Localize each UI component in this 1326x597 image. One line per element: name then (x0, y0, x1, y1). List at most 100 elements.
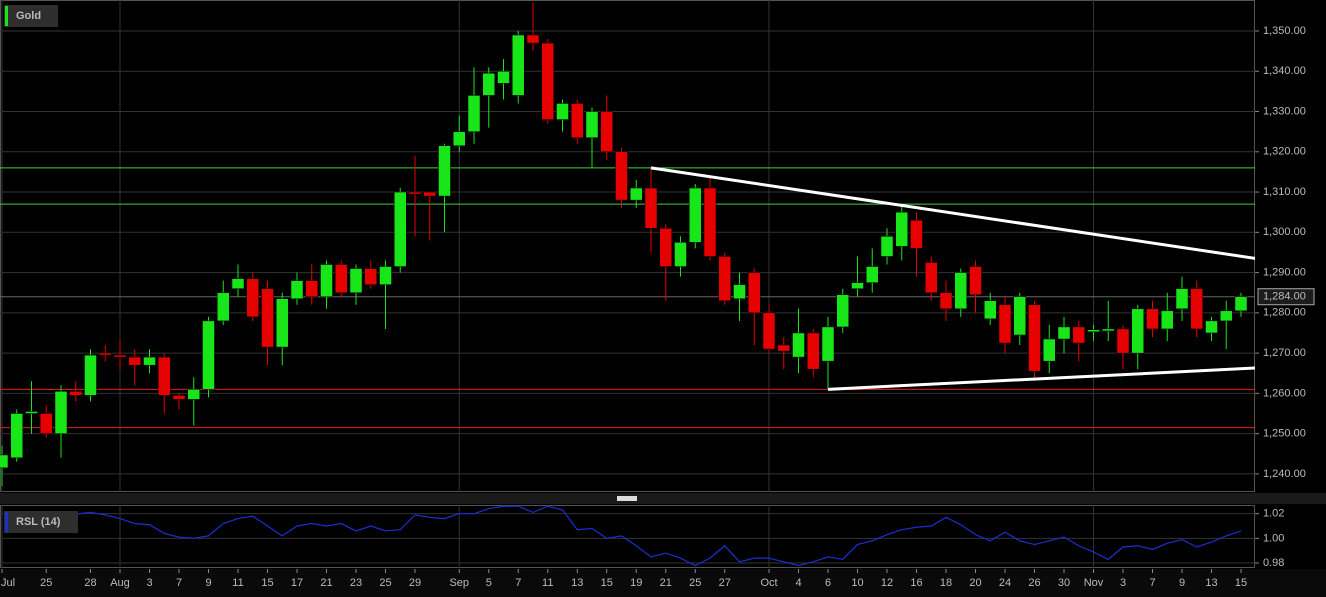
title-marker (5, 6, 8, 26)
candle-body (600, 111, 613, 153)
last-price-label: 1,284.00 (1263, 291, 1306, 303)
x-axis-area (0, 569, 1326, 597)
candle-body (128, 356, 141, 366)
title-marker (5, 512, 8, 532)
x-tick-label: 9 (1179, 577, 1185, 589)
candle-body (674, 242, 687, 267)
candle-body (792, 332, 805, 358)
candle-body (335, 264, 348, 293)
x-tick-label: 3 (1120, 577, 1126, 589)
rsl-line (75, 505, 1242, 567)
candle-body (0, 454, 9, 469)
candle-body (984, 300, 997, 320)
x-tick-label: 6 (825, 577, 831, 589)
y-tick-label: 1,340.00 (1263, 65, 1306, 77)
candle-body (969, 266, 982, 295)
candle-body (408, 191, 422, 195)
y-tick-label: 1,250.00 (1263, 428, 1306, 440)
candle-body (1087, 329, 1100, 333)
x-tick-label: Sep (449, 577, 469, 589)
candle-body (1234, 296, 1248, 312)
x-tick-label: 13 (1205, 577, 1217, 589)
x-tick-label: 5 (486, 577, 492, 589)
candle-body (320, 264, 333, 297)
candle-body (585, 111, 599, 138)
y-tick-label: 1.02 (1263, 508, 1284, 520)
candle-body (379, 266, 392, 285)
candle-body (246, 278, 259, 318)
x-tick-label: 3 (146, 577, 152, 589)
x-tick-label: 25 (40, 577, 52, 589)
candle-body (866, 266, 879, 283)
candle-body (497, 71, 510, 84)
candle-body (305, 280, 318, 297)
candle-body (998, 304, 1012, 344)
title-tag (4, 5, 58, 27)
trend-line (650, 166, 1255, 260)
x-tick-label: 19 (630, 577, 642, 589)
chart-title: RSL (14) (16, 516, 61, 528)
x-tick-label: Oct (760, 577, 777, 589)
candle-body (172, 395, 186, 400)
x-tick-label: 4 (795, 577, 801, 589)
candle-body (276, 298, 289, 348)
candle-body (1116, 328, 1130, 354)
x-tick-label: 25 (379, 577, 391, 589)
candle-body (113, 354, 127, 358)
x-tick-label: 23 (350, 577, 362, 589)
candle-body (910, 219, 923, 249)
candle-body (1146, 308, 1159, 330)
plot-frame (0, 505, 1255, 568)
x-tick-label: 10 (851, 577, 863, 589)
x-tick-label: 20 (969, 577, 981, 589)
candle-body (777, 344, 790, 352)
candle-body (143, 356, 156, 366)
last-price-tag (1257, 288, 1315, 306)
y-tick-label: 1.00 (1263, 532, 1284, 544)
candle-body (261, 288, 274, 348)
y-tick-label: 1,280.00 (1263, 307, 1306, 319)
y-tick-label: 1,330.00 (1263, 105, 1306, 117)
x-tick-label: 21 (660, 577, 672, 589)
candle-body (630, 187, 643, 201)
y-tick-label: 1,240.00 (1263, 468, 1306, 480)
candle-body (526, 34, 540, 44)
x-tick-label: 26 (1028, 577, 1040, 589)
candle-body (807, 332, 820, 370)
candle-body (925, 262, 938, 293)
x-tick-label: 15 (601, 577, 613, 589)
trend-line (827, 366, 1255, 391)
candle-body (394, 191, 407, 267)
candle-body (202, 320, 215, 390)
x-tick-label: 13 (571, 577, 583, 589)
x-tick-label: 12 (881, 577, 893, 589)
candle-body (880, 236, 894, 257)
x-tick-label: 11 (232, 577, 243, 589)
plot-frame (0, 0, 1255, 492)
x-tick-label: 30 (1058, 577, 1070, 589)
y-tick-label: 1,320.00 (1263, 146, 1306, 158)
candle-body (364, 268, 377, 285)
candle-body (290, 280, 304, 299)
candle-body (1131, 308, 1144, 354)
y-tick-label: 1,270.00 (1263, 347, 1306, 359)
candle-body (895, 211, 908, 247)
candle-body (762, 312, 776, 350)
x-tick-label: Aug (110, 577, 130, 589)
candle-body (1205, 320, 1218, 334)
x-tick-label: 7 (176, 577, 182, 589)
candle-body (571, 103, 584, 138)
candle-body (158, 356, 171, 396)
x-tick-label: 9 (205, 577, 211, 589)
title-tag (4, 511, 78, 533)
candle-body (659, 228, 672, 267)
candle-body (556, 103, 569, 120)
candle-body (40, 413, 53, 434)
y-tick-label: 1,290.00 (1263, 266, 1306, 278)
plot (0, 2, 1255, 486)
candle-body (836, 294, 849, 328)
divider (0, 493, 1326, 504)
candle-body (733, 284, 746, 299)
x-tick-label: 27 (719, 577, 731, 589)
